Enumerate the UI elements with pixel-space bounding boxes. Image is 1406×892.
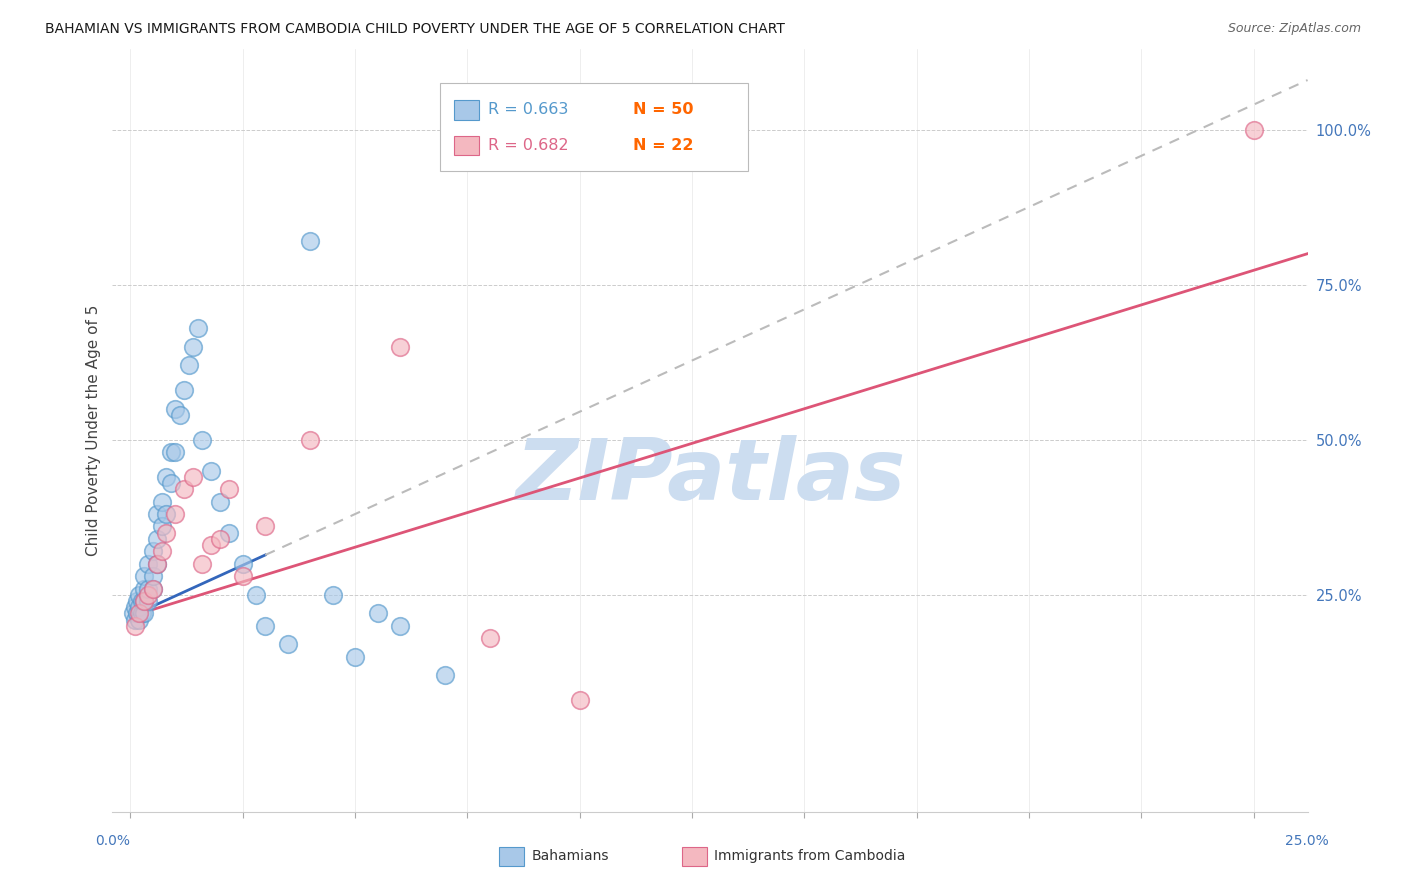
Point — [124, 618, 146, 632]
Point — [121, 607, 143, 621]
Point — [132, 582, 155, 596]
Text: Immigrants from Cambodia: Immigrants from Cambodia — [714, 849, 905, 863]
Point — [155, 470, 177, 484]
Text: N = 50: N = 50 — [633, 103, 693, 117]
Text: ZIPatlas: ZIPatlas — [515, 434, 905, 517]
Point — [132, 594, 155, 608]
Point — [131, 594, 153, 608]
Point — [322, 588, 344, 602]
Point — [389, 340, 412, 354]
Point — [142, 582, 165, 596]
Point — [160, 445, 183, 459]
Point — [367, 607, 389, 621]
Point — [183, 340, 205, 354]
Point — [254, 519, 277, 533]
Point — [150, 494, 173, 508]
Point — [124, 613, 146, 627]
Point — [146, 532, 169, 546]
Point — [433, 668, 456, 682]
Point — [142, 569, 165, 583]
Point — [155, 525, 177, 540]
Point — [138, 588, 160, 602]
Point — [132, 569, 155, 583]
Point — [187, 321, 209, 335]
Point — [191, 433, 214, 447]
Point — [150, 519, 173, 533]
Point — [209, 532, 232, 546]
Point — [218, 525, 240, 540]
Point — [254, 618, 277, 632]
Y-axis label: Child Poverty Under the Age of 5: Child Poverty Under the Age of 5 — [86, 305, 101, 556]
Point — [232, 557, 254, 571]
Text: Source: ZipAtlas.com: Source: ZipAtlas.com — [1227, 22, 1361, 36]
Point — [191, 557, 214, 571]
Point — [138, 594, 160, 608]
Point — [131, 607, 153, 621]
Point — [209, 494, 232, 508]
Point — [128, 607, 150, 621]
Point — [160, 476, 183, 491]
Point — [155, 507, 177, 521]
Point — [142, 582, 165, 596]
Point — [127, 594, 149, 608]
Point — [169, 408, 191, 422]
Point — [124, 600, 146, 615]
Point — [200, 538, 222, 552]
Point — [142, 544, 165, 558]
Point — [232, 569, 254, 583]
Point — [478, 631, 501, 645]
Point — [127, 607, 149, 621]
Point — [165, 401, 187, 416]
Point — [165, 507, 187, 521]
Text: Bahamians: Bahamians — [531, 849, 609, 863]
Point — [389, 618, 412, 632]
Point — [218, 483, 240, 497]
Point — [568, 693, 591, 707]
Point — [146, 507, 169, 521]
Text: BAHAMIAN VS IMMIGRANTS FROM CAMBODIA CHILD POVERTY UNDER THE AGE OF 5 CORRELATIO: BAHAMIAN VS IMMIGRANTS FROM CAMBODIA CHI… — [45, 22, 785, 37]
Point — [128, 600, 150, 615]
Point — [132, 594, 155, 608]
Text: N = 22: N = 22 — [633, 138, 693, 153]
Point — [277, 637, 299, 651]
Point — [138, 582, 160, 596]
Text: 0.0%: 0.0% — [96, 834, 131, 848]
Point — [146, 557, 169, 571]
Point — [128, 588, 150, 602]
Text: 25.0%: 25.0% — [1285, 834, 1329, 848]
Point — [173, 383, 195, 397]
Point — [245, 588, 267, 602]
Point — [183, 470, 205, 484]
Point — [200, 464, 222, 478]
Point — [132, 607, 155, 621]
Point — [146, 557, 169, 571]
Point — [299, 234, 322, 248]
Point — [177, 359, 200, 373]
Text: R = 0.663: R = 0.663 — [488, 103, 568, 117]
Point — [128, 613, 150, 627]
Point — [1243, 122, 1265, 136]
Point — [138, 557, 160, 571]
Point — [150, 544, 173, 558]
Point — [173, 483, 195, 497]
Point — [344, 649, 367, 664]
Point — [165, 445, 187, 459]
Point — [299, 433, 322, 447]
Text: R = 0.682: R = 0.682 — [488, 138, 568, 153]
